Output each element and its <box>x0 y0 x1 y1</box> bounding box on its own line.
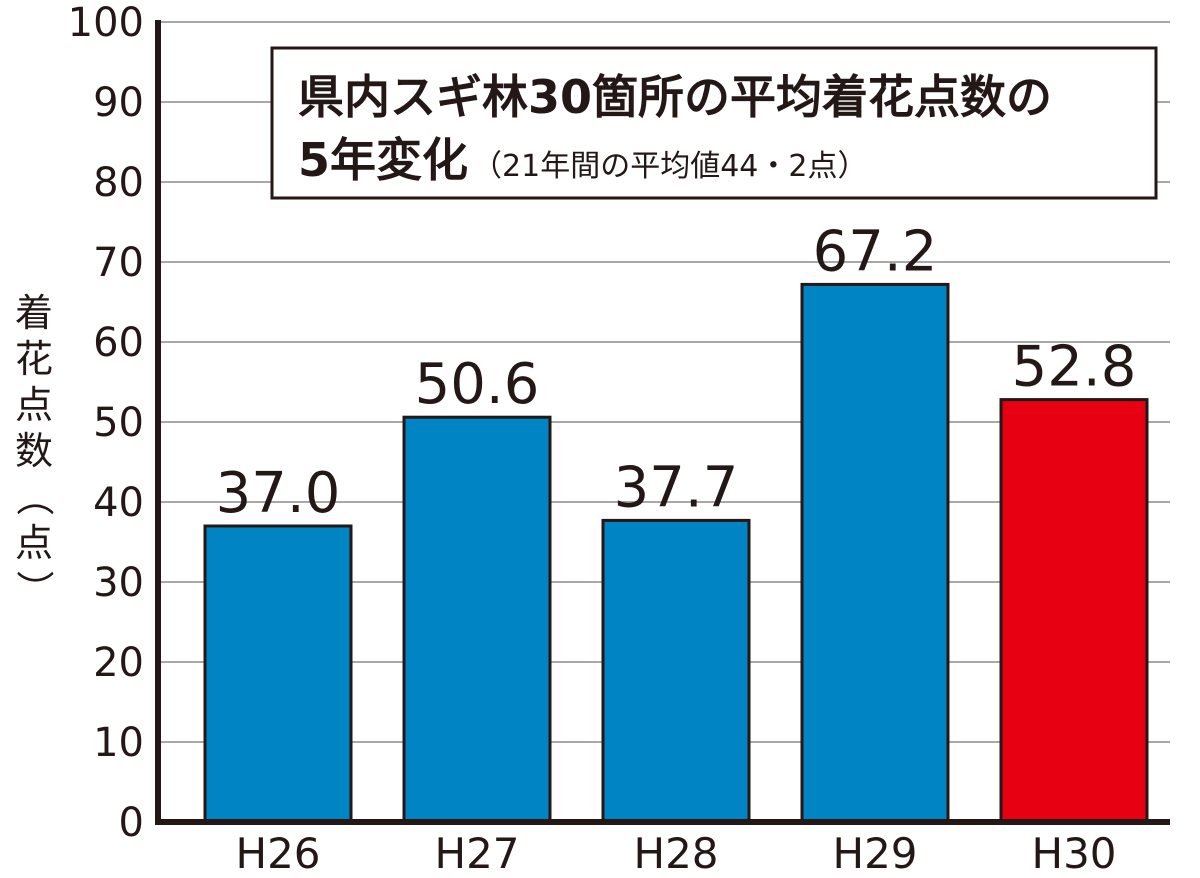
y-tick-label: 50 <box>93 400 144 446</box>
y-tick-label: 0 <box>119 800 144 846</box>
y-tick-label: 60 <box>93 320 144 366</box>
y-tick-label: 70 <box>93 240 144 286</box>
bar <box>601 518 751 824</box>
bar-value-label: 37.0 <box>216 461 341 526</box>
y-tick-label: 100 <box>68 0 144 46</box>
labels: 0 10 20 30 40 50 60 70 80 90 100 37.0 H26 50.6 H27 37.7… <box>68 0 1137 878</box>
chart-subtitle: （21年間の平均値44・2点） <box>472 149 867 184</box>
x-category-label: H29 <box>832 829 917 878</box>
y-axis-title-char: 点 <box>15 383 53 427</box>
bar-value-label: 37.7 <box>614 455 739 520</box>
y-axis-title-char: ） <box>12 570 56 608</box>
chart-title-line-2: 5年変化 （21年間の平均値44・2点） <box>298 133 867 187</box>
bar <box>800 282 950 824</box>
y-tick-label: 20 <box>93 640 144 686</box>
bar-value-label: 52.8 <box>1012 335 1137 400</box>
chart-title-line-2-main: 5年変化 <box>298 133 468 187</box>
x-category-label: H26 <box>235 829 320 878</box>
bars <box>203 282 1149 824</box>
x-category-label: H27 <box>434 829 519 878</box>
y-axis-title-char: 点 <box>15 521 53 565</box>
y-axis-title: 着花点数（点） <box>12 291 56 608</box>
y-tick-label: 10 <box>93 720 144 766</box>
y-tick-label: 30 <box>93 560 144 606</box>
title-frame <box>270 46 1158 200</box>
bar <box>999 398 1149 824</box>
y-axis-title-char: （ <box>12 478 56 516</box>
y-axis-title-char: 着 <box>15 291 53 335</box>
y-axis-title-char: 花 <box>15 337 53 381</box>
y-tick-label: 90 <box>93 80 144 126</box>
bar-value-label: 50.6 <box>415 352 540 417</box>
x-category-label: H28 <box>633 829 718 878</box>
y-tick-label: 80 <box>93 160 144 206</box>
x-category-label: H30 <box>1031 829 1116 878</box>
bar-value-label: 67.2 <box>813 219 938 284</box>
bar <box>402 415 552 824</box>
bar <box>203 524 353 824</box>
title-box: 県内スギ林30箇所の平均着花点数の 5年変化 （21年間の平均値44・2点） <box>270 46 1158 200</box>
y-tick-label: 40 <box>93 480 144 526</box>
chart-title-line-1: 県内スギ林30箇所の平均着花点数の <box>298 70 1052 124</box>
axes <box>155 20 1170 825</box>
y-axis-title-char: 数 <box>15 429 53 473</box>
